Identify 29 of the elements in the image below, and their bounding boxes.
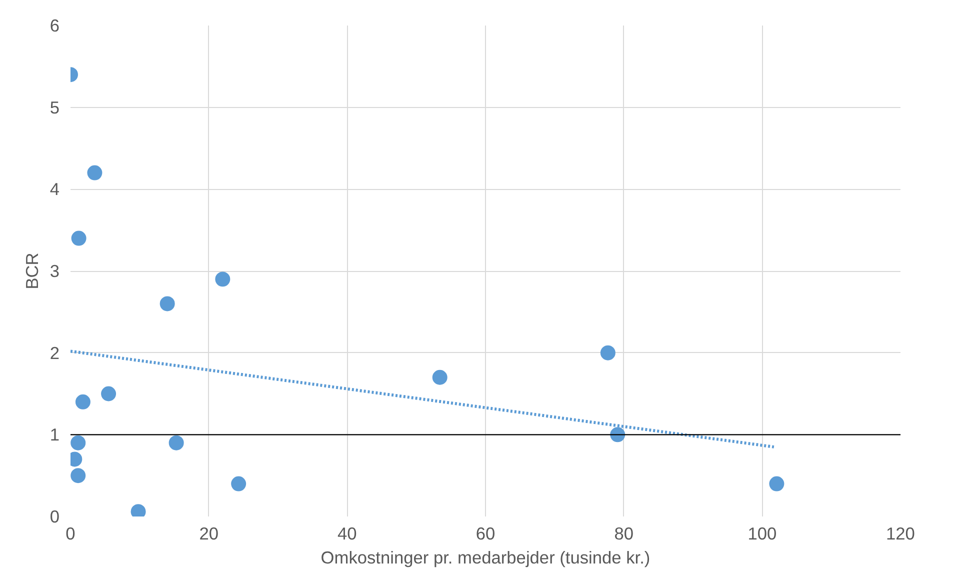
x-tick-label: 40: [338, 524, 357, 544]
x-tick-label: 80: [614, 524, 634, 544]
y-tick-label: 5: [50, 97, 60, 118]
y-tick-label: 3: [50, 261, 60, 281]
x-axis-title: Omkostninger pr. medarbejder (tusinde kr.): [320, 548, 650, 568]
x-tick-label: 60: [476, 524, 496, 544]
point: [600, 345, 616, 360]
point: [168, 435, 184, 450]
point: [70, 435, 86, 450]
x-tick-label: 20: [199, 524, 218, 544]
point: [75, 394, 90, 410]
y-tick-label: 6: [50, 16, 60, 36]
x-tick-label: 120: [886, 524, 915, 544]
point: [71, 230, 86, 246]
point: [160, 296, 175, 312]
point: [215, 272, 230, 287]
y-tick-label: 2: [50, 342, 60, 363]
point: [87, 165, 102, 180]
y-axis-title: BCR: [22, 252, 42, 290]
x-tick-label: 0: [66, 524, 76, 544]
point: [769, 476, 784, 492]
point: [101, 386, 116, 402]
y-tick-label: 1: [50, 424, 60, 445]
x-tick-label: 100: [748, 524, 777, 544]
y-tick-label: 0: [50, 506, 60, 526]
point: [70, 468, 86, 484]
y-tick-label: 4: [50, 179, 60, 200]
point: [231, 476, 246, 492]
point: [432, 370, 448, 385]
